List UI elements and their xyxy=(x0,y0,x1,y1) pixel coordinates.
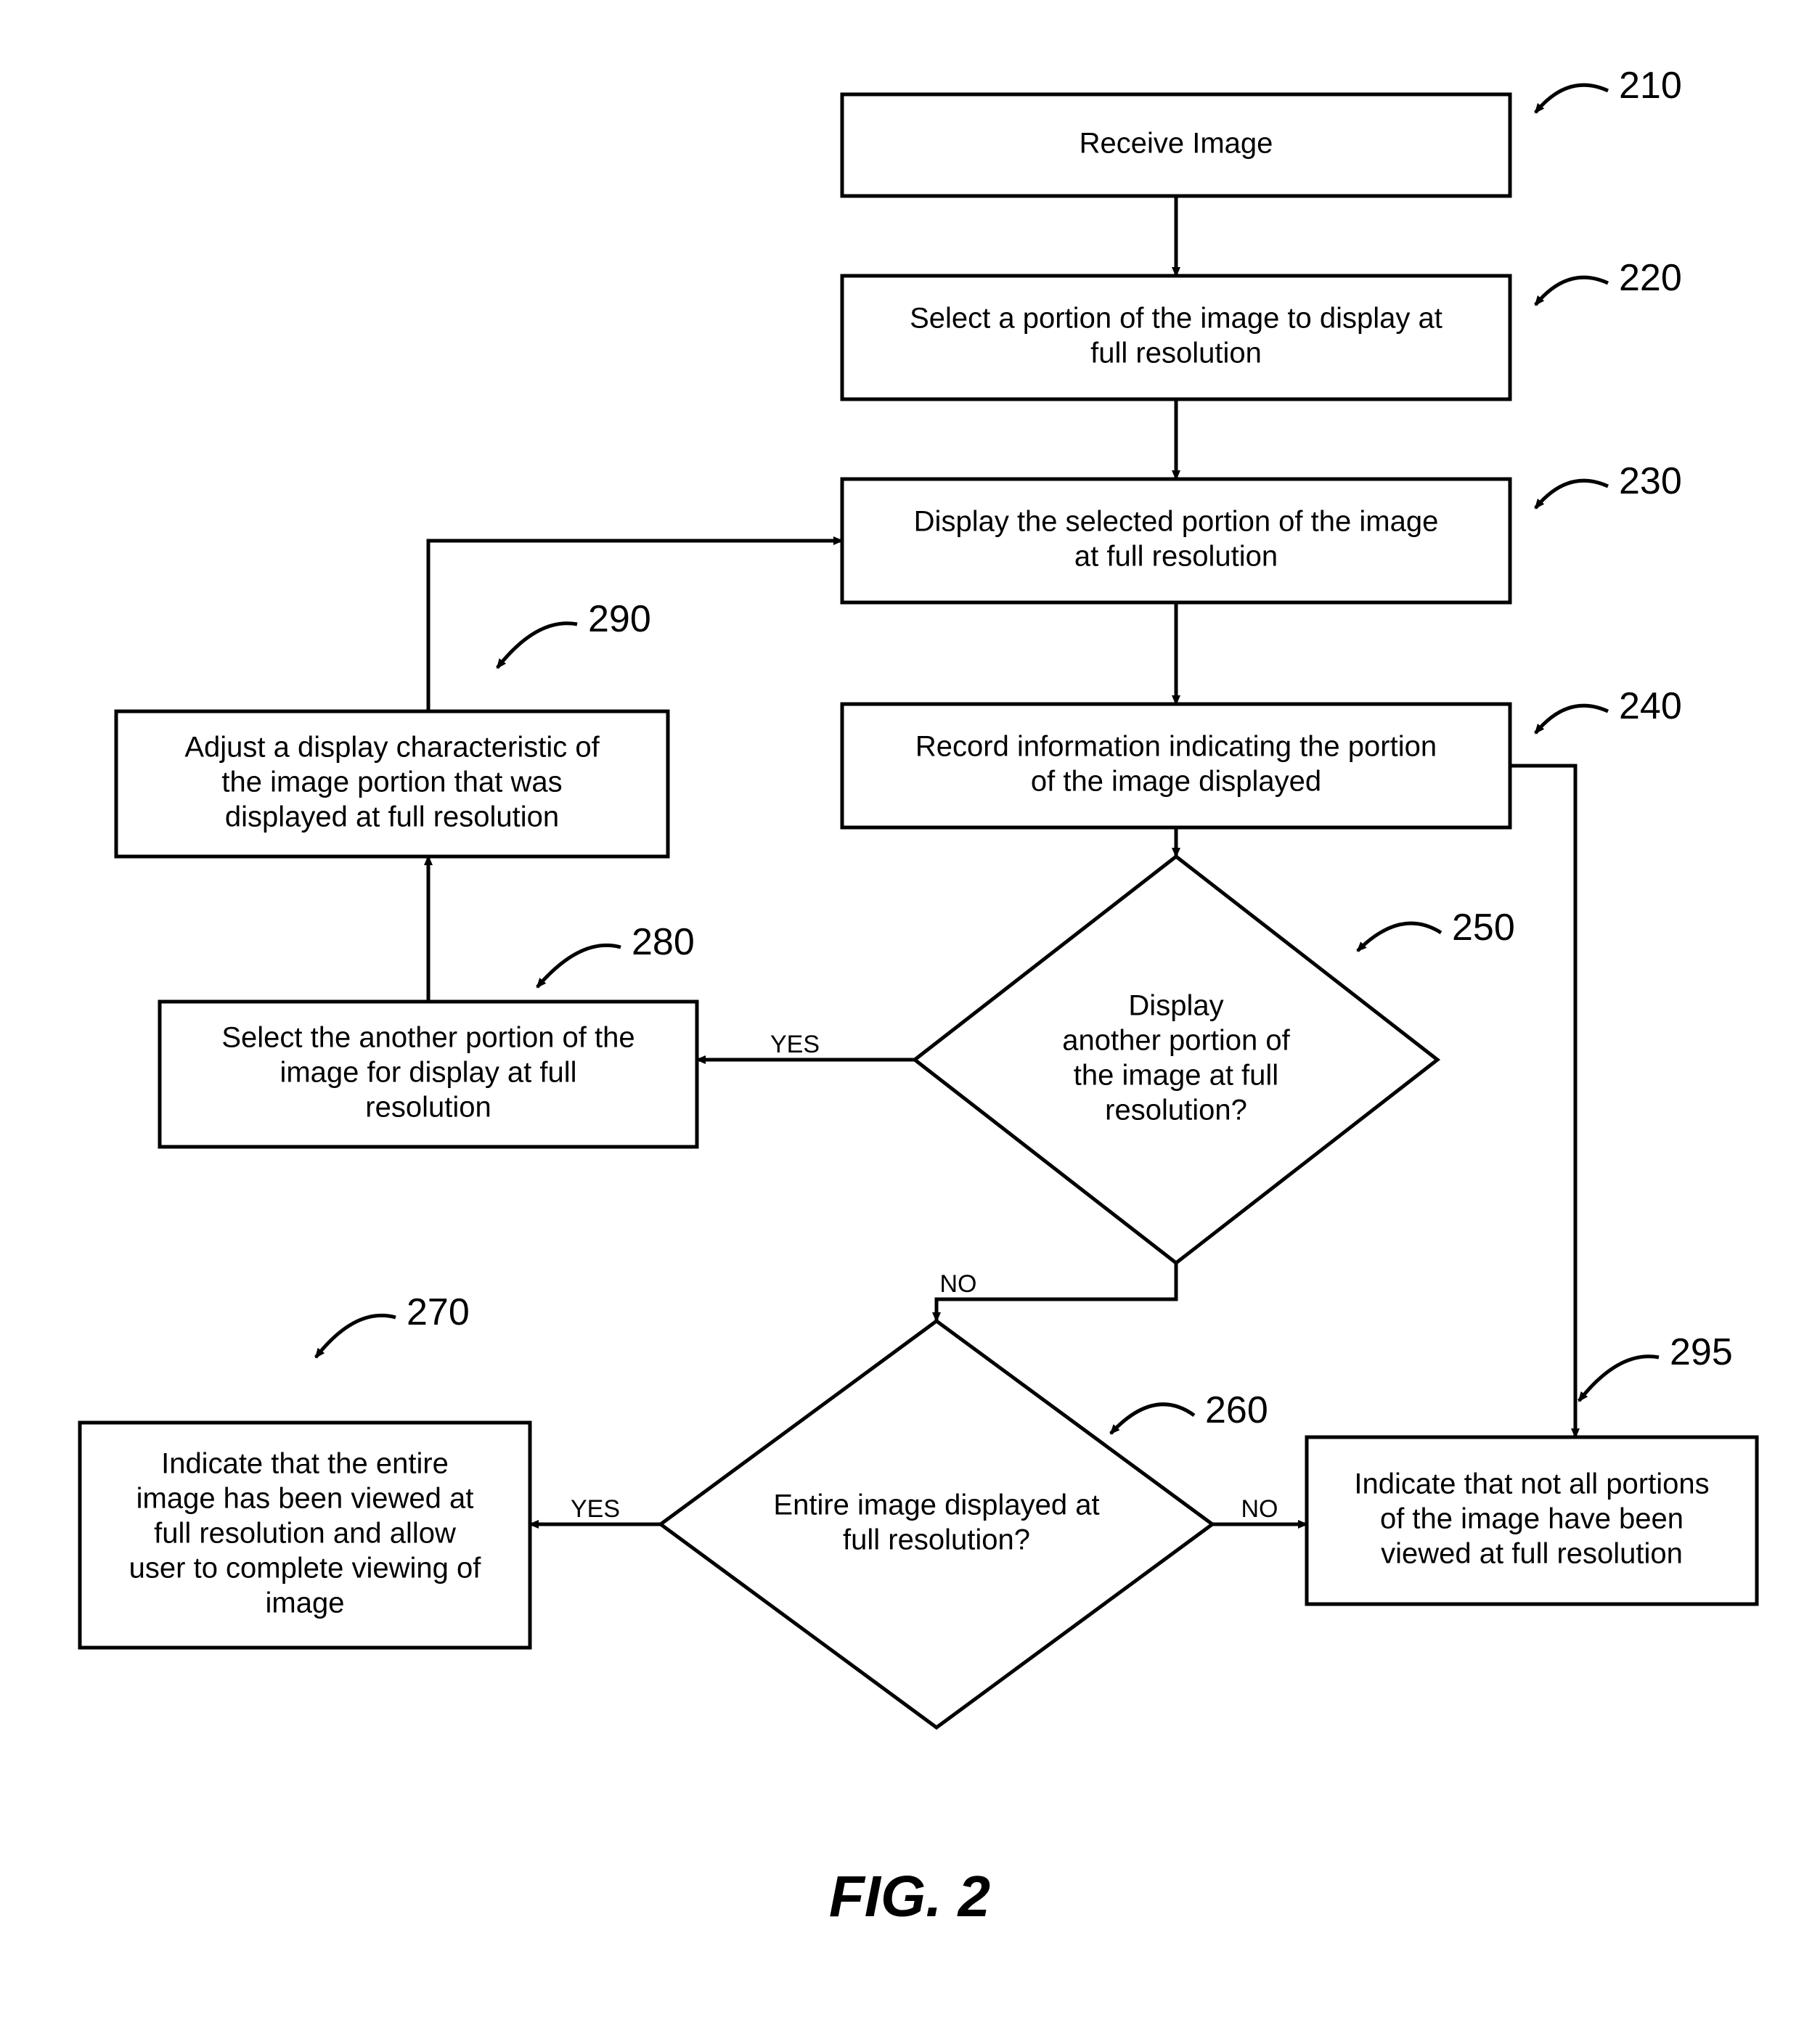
ref-label-r280: 280 xyxy=(537,921,695,987)
svg-text:Indicate that the entire: Indicate that the entire xyxy=(161,1448,449,1480)
ref-number: 290 xyxy=(588,598,651,640)
svg-text:the image at full: the image at full xyxy=(1074,1060,1278,1092)
flow-node-n280: Select the another portion of theimage f… xyxy=(160,1002,697,1147)
svg-text:Entire image displayed at: Entire image displayed at xyxy=(773,1489,1099,1521)
flow-node-n230: Display the selected portion of the imag… xyxy=(842,479,1510,602)
svg-text:Receive Image: Receive Image xyxy=(1080,128,1273,160)
edge-label: NO xyxy=(940,1270,977,1298)
flow-node-n220: Select a portion of the image to display… xyxy=(842,276,1510,399)
ref-number: 220 xyxy=(1619,257,1682,299)
svg-text:Select a portion of the image: Select a portion of the image to display… xyxy=(910,303,1442,335)
svg-text:viewed at full resolution: viewed at full resolution xyxy=(1381,1538,1683,1570)
flow-node-n250: Displayanother portion ofthe image at fu… xyxy=(915,856,1437,1263)
ref-label-r290: 290 xyxy=(497,598,651,668)
ref-number: 250 xyxy=(1452,907,1515,949)
flow-edge-e9: YES xyxy=(530,1495,661,1524)
flow-node-n290: Adjust a display characteristic ofthe im… xyxy=(116,711,668,856)
flow-edge-e10: NO xyxy=(1212,1495,1307,1524)
flow-edge-e6: YES xyxy=(697,1031,915,1060)
svg-text:user to complete viewing of: user to complete viewing of xyxy=(129,1553,482,1584)
svg-text:Adjust a display characteristi: Adjust a display characteristic of xyxy=(184,732,600,764)
svg-text:the image portion that was: the image portion that was xyxy=(221,766,562,798)
ref-number: 240 xyxy=(1619,685,1682,727)
ref-label-r250: 250 xyxy=(1358,907,1515,951)
flow-edge-e11 xyxy=(1510,766,1575,1437)
svg-text:Display: Display xyxy=(1128,990,1223,1022)
svg-text:of the image have been: of the image have been xyxy=(1380,1503,1684,1535)
ref-number: 260 xyxy=(1205,1389,1268,1431)
ref-label-r240: 240 xyxy=(1535,685,1682,733)
ref-label-r260: 260 xyxy=(1111,1389,1268,1434)
svg-text:full resolution?: full resolution? xyxy=(843,1524,1030,1556)
flow-node-n295: Indicate that not all portionsof the ima… xyxy=(1307,1437,1757,1604)
ref-number: 280 xyxy=(632,921,695,963)
svg-text:displayed at full resolution: displayed at full resolution xyxy=(225,801,559,833)
flow-node-n240: Record information indicating the portio… xyxy=(842,704,1510,827)
ref-label-r270: 270 xyxy=(316,1291,470,1357)
svg-text:image: image xyxy=(266,1587,345,1619)
ref-label-r230: 230 xyxy=(1535,460,1682,508)
svg-text:Display the selected portion o: Display the selected portion of the imag… xyxy=(914,506,1439,538)
svg-text:another portion of: another portion of xyxy=(1062,1025,1290,1057)
flowchart-figure: NO YES YES NO Receive Image Select a portion… xyxy=(0,0,1820,2020)
svg-text:of the image displayed: of the image displayed xyxy=(1031,766,1321,798)
svg-text:image for display at full: image for display at full xyxy=(279,1057,576,1089)
svg-text:full resolution and allow: full resolution and allow xyxy=(154,1518,456,1550)
ref-label-r210: 210 xyxy=(1535,65,1682,113)
svg-text:Record information indicating: Record information indicating the portio… xyxy=(915,731,1437,763)
svg-text:resolution?: resolution? xyxy=(1105,1095,1247,1126)
flow-node-n260: Entire image displayed atfull resolution… xyxy=(661,1321,1212,1727)
ref-number: 210 xyxy=(1619,65,1682,107)
ref-number: 295 xyxy=(1670,1331,1733,1373)
ref-label-r295: 295 xyxy=(1579,1331,1733,1401)
svg-text:resolution: resolution xyxy=(365,1092,491,1124)
svg-text:at full resolution: at full resolution xyxy=(1074,541,1278,573)
flow-node-n270: Indicate that the entireimage has been v… xyxy=(80,1423,530,1648)
svg-text:Indicate that not all portions: Indicate that not all portions xyxy=(1354,1468,1709,1500)
edge-label: YES xyxy=(770,1031,820,1058)
flow-node-n210: Receive Image xyxy=(842,94,1510,196)
edge-label: NO xyxy=(1241,1495,1278,1523)
edge-label: YES xyxy=(571,1495,620,1523)
svg-text:Select the another portion of: Select the another portion of the xyxy=(221,1022,634,1054)
svg-text:image has been viewed at: image has been viewed at xyxy=(136,1483,474,1515)
ref-number: 270 xyxy=(407,1291,470,1333)
svg-text:full resolution: full resolution xyxy=(1090,338,1262,369)
ref-label-r220: 220 xyxy=(1535,257,1682,305)
flow-edge-e5: NO xyxy=(936,1263,1176,1321)
ref-number: 230 xyxy=(1619,460,1682,502)
figure-label: FIG. 2 xyxy=(829,1864,990,1929)
